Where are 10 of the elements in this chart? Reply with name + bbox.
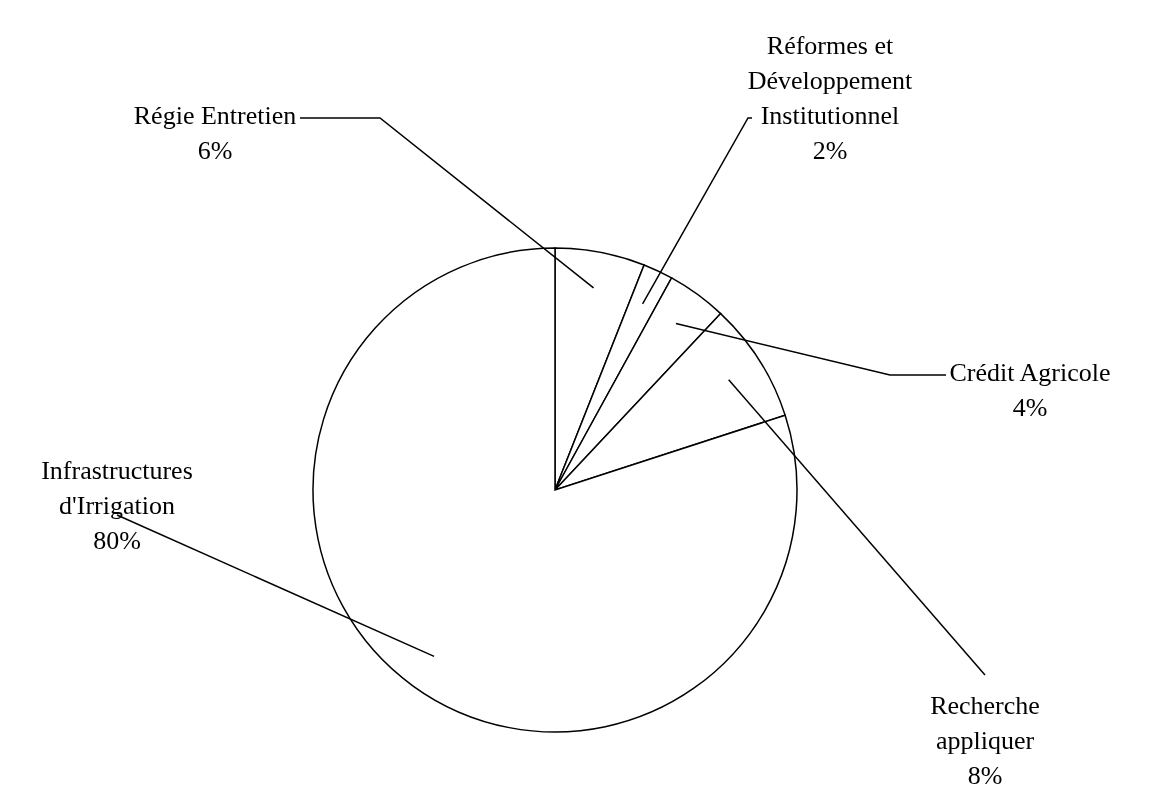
data-label: 2% — [812, 136, 848, 165]
slice-label: Recherche appliquer — [930, 691, 1040, 755]
slice-label: Crédit Agricole — [949, 358, 1111, 387]
slice-label: Infrastructures d'Irrigation — [41, 456, 193, 520]
data-label: 6% — [197, 136, 233, 165]
slice-label: Régie Entretien — [133, 101, 297, 130]
data-label: 8% — [967, 761, 1003, 790]
slice-label: Réformes et Développement Institutionnel — [747, 31, 914, 130]
data-label: 80% — [93, 526, 141, 555]
data-label: 4% — [1012, 393, 1048, 422]
